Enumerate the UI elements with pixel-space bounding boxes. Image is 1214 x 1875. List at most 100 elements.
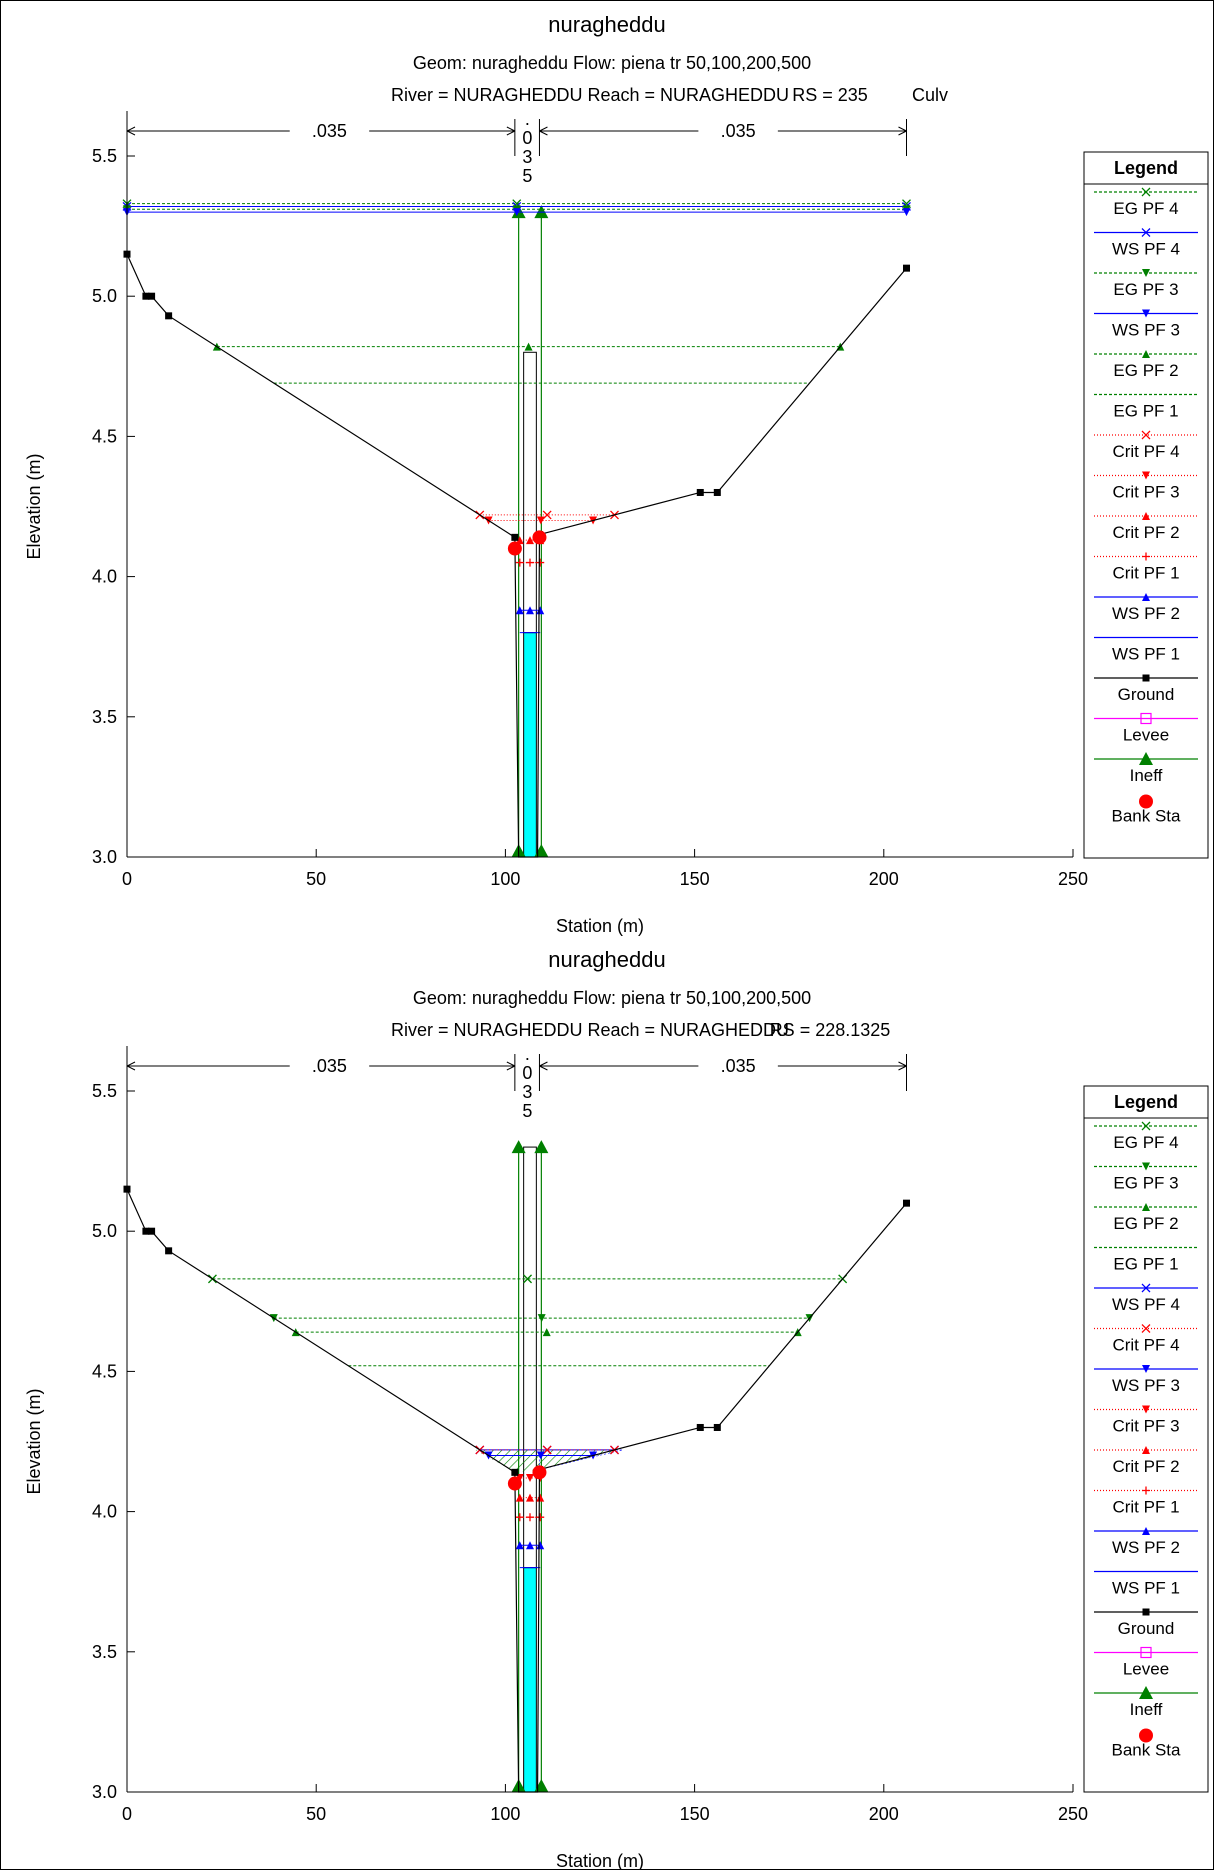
profile-marker	[542, 1445, 552, 1455]
profile-marker	[525, 1541, 534, 1550]
profile-marker	[515, 1541, 524, 1550]
profile-crit-pf-4	[475, 510, 619, 520]
legend-label: WS PF 3	[1112, 1376, 1180, 1395]
legend-label: EG PF 4	[1113, 199, 1178, 218]
profile-marker	[536, 1451, 545, 1460]
profile-ws-pf-2	[515, 1541, 545, 1550]
legend-title: Legend	[1114, 158, 1178, 178]
x-axis-label: Station (m)	[556, 916, 644, 936]
mannings-channel-char: 0	[522, 1063, 532, 1083]
legend: Legend EG PF 4 WS PF 4 EG PF 3 WS PF 3 EG PF …	[1083, 151, 1209, 859]
arrowhead	[506, 1061, 516, 1071]
x-axis-label: Station (m)	[556, 1851, 644, 1870]
y-tick-label: 5.5	[92, 1081, 117, 1101]
legend-swatch-marker	[1142, 1405, 1150, 1414]
ground-point	[511, 1468, 519, 1476]
legend-item: WS PF 3	[1094, 1365, 1198, 1395]
profile-marker	[515, 558, 524, 567]
legend-label: WS PF 4	[1112, 1295, 1180, 1314]
legend-label: Crit PF 3	[1112, 1417, 1179, 1436]
legend-item: EG PF 2	[1094, 1203, 1198, 1233]
legend-label: EG PF 2	[1113, 361, 1178, 380]
legend-swatch-marker	[1140, 712, 1152, 725]
x-tick-label: 200	[869, 1804, 899, 1824]
bank-sta-marker	[532, 1465, 547, 1480]
mannings-right: .035	[721, 121, 756, 141]
ground-point	[511, 533, 519, 541]
legend-swatch-marker	[1139, 1686, 1153, 1699]
mannings-annotations: .035. 0 3 5.035	[126, 109, 908, 186]
ground-point	[142, 292, 150, 300]
y-tick-label: 3.5	[92, 707, 117, 727]
legend-item: WS PF 4	[1094, 1283, 1198, 1314]
legend-swatch-marker	[1142, 309, 1150, 318]
mannings-channel-char: .	[525, 109, 530, 129]
profile-marker	[525, 1493, 534, 1502]
arrowhead	[898, 126, 907, 136]
x-tick-label: 100	[490, 1804, 520, 1824]
profile-marker	[512, 208, 521, 217]
legend-swatch-marker	[1142, 512, 1150, 520]
legend-label: Crit PF 1	[1112, 1498, 1179, 1517]
mannings-channel-char: 5	[522, 166, 532, 186]
ground-point	[142, 1227, 150, 1235]
x-tick-label: 50	[306, 869, 326, 889]
mannings-channel-char: 0	[522, 128, 532, 148]
profile-marker	[524, 342, 533, 351]
legend-label: Crit PF 3	[1112, 483, 1179, 502]
ticks: 0 50 100 150 200 250 3.0 3.5 4.0 4.5 5.0 5.5	[92, 146, 1088, 889]
y-tick-label: 5.0	[92, 286, 117, 306]
legend-label: WS PF 1	[1112, 1579, 1180, 1598]
x-tick-label: 200	[869, 869, 899, 889]
legend-item: Crit PF 2	[1094, 1446, 1198, 1476]
legend-swatch-marker	[1140, 1646, 1152, 1659]
chart-subtitle-rs: RS = 235	[792, 85, 868, 105]
bank-sta-marker	[507, 541, 522, 556]
legend-swatch-marker	[1142, 674, 1150, 682]
legend-label: EG PF 1	[1113, 1255, 1178, 1274]
legend-swatch-marker	[1139, 752, 1153, 765]
legend-label: WS PF 1	[1112, 645, 1180, 664]
profile-marker	[525, 606, 534, 615]
legend-item: EG PF 4	[1094, 187, 1198, 218]
x-tick-label: 250	[1058, 869, 1088, 889]
ineff-marker	[511, 1140, 526, 1154]
bank-sta-marker	[507, 1476, 522, 1491]
arrowhead	[539, 126, 548, 136]
bank-sta-marker	[532, 530, 547, 545]
legend-item: Crit PF 4	[1094, 430, 1198, 461]
x-tick-label: 250	[1058, 1804, 1088, 1824]
y-axis-label: Elevation (m)	[24, 1388, 44, 1494]
chart-2: nuragheddu Geom: nuragheddu Flow: piena t…	[24, 947, 1209, 1871]
ground-point	[903, 1199, 911, 1207]
legend-item: WS PF 4	[1094, 228, 1198, 259]
profile-crit-pf-1	[515, 1513, 545, 1522]
mannings-channel-char: 5	[522, 1101, 532, 1121]
chart-subtitle-geom-flow: Geom: nuragheddu Flow: piena tr 50,100,2…	[413, 53, 811, 73]
y-tick-label: 4.0	[92, 567, 117, 587]
legend-item: Crit PF 3	[1094, 471, 1198, 502]
legend-title: Legend	[1114, 1092, 1178, 1112]
chart-subtitle-river-reach: River = NURAGHEDDU Reach = NURAGHEDDU	[391, 1020, 789, 1040]
profile-marker	[537, 1314, 546, 1323]
profile-crit-pf-2	[515, 1493, 545, 1502]
legend-swatch-marker	[1142, 471, 1150, 480]
ground-point	[165, 1247, 173, 1255]
legend-item: Crit PF 1	[1094, 1486, 1198, 1517]
y-tick-label: 4.5	[92, 426, 117, 446]
legend-item: Ineff	[1094, 752, 1198, 785]
legend-swatch-marker	[1142, 1365, 1150, 1373]
profile-marker	[536, 1513, 545, 1522]
ground-point	[696, 1423, 704, 1431]
profile-marker	[536, 1493, 545, 1502]
legend-swatch-marker	[1141, 187, 1151, 197]
culvert-opening	[523, 1146, 537, 1569]
ground-point	[165, 312, 173, 320]
x-tick-label: 100	[490, 869, 520, 889]
legend-label: EG PF 3	[1113, 1174, 1178, 1193]
legend-swatch-marker	[1142, 593, 1150, 601]
mannings-channel-char: 3	[522, 147, 532, 167]
